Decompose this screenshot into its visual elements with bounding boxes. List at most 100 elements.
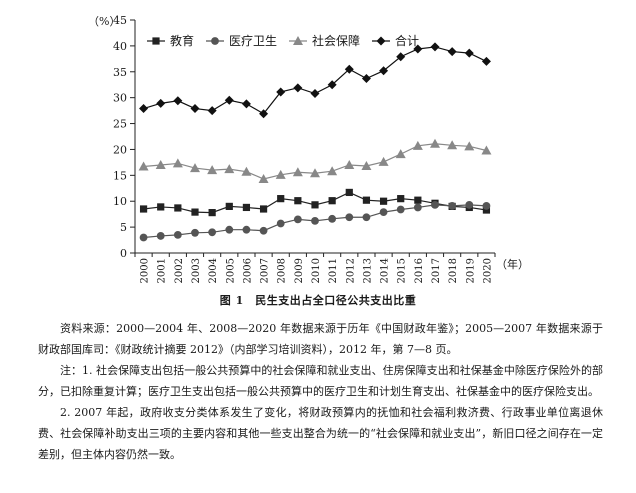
data-point bbox=[225, 202, 233, 210]
data-point bbox=[139, 205, 148, 213]
x-tick-label: 2014 bbox=[380, 258, 391, 283]
x-tick-label: 2003 bbox=[191, 258, 202, 283]
x-tick-label: 2001 bbox=[157, 258, 168, 283]
y-tick-label: 25 bbox=[113, 118, 127, 131]
legend-marker bbox=[293, 36, 303, 45]
data-point bbox=[224, 95, 234, 105]
data-point bbox=[431, 200, 439, 209]
data-point bbox=[208, 228, 217, 237]
x-tick-label: 2018 bbox=[448, 258, 459, 283]
data-point bbox=[413, 44, 423, 54]
data-point bbox=[241, 166, 252, 176]
x-tick-label: 2005 bbox=[225, 258, 236, 283]
legend: 教育 医疗卫生 社会保障 合计 bbox=[147, 33, 419, 48]
data-point bbox=[224, 164, 235, 174]
x-tick-label: 2006 bbox=[242, 258, 253, 283]
data-point bbox=[138, 161, 149, 171]
x-tick-label: 2002 bbox=[174, 258, 185, 283]
data-point bbox=[155, 159, 166, 169]
series-layer bbox=[138, 42, 492, 242]
data-point bbox=[464, 141, 475, 151]
y-tick-label: 20 bbox=[113, 143, 127, 156]
legend-label: 合计 bbox=[395, 33, 419, 48]
data-point bbox=[293, 83, 303, 93]
x-tick-label: 2000 bbox=[140, 258, 151, 283]
data-point bbox=[361, 74, 371, 84]
series-3 bbox=[138, 138, 492, 183]
y-tick-label: 45 bbox=[113, 14, 127, 27]
data-point bbox=[191, 228, 199, 237]
data-point bbox=[310, 89, 320, 99]
data-point bbox=[430, 42, 440, 52]
data-point bbox=[447, 140, 458, 150]
data-point bbox=[259, 205, 268, 213]
data-point bbox=[174, 204, 182, 212]
legend-label: 教育 bbox=[170, 33, 194, 48]
data-point bbox=[397, 195, 405, 203]
data-point bbox=[345, 213, 354, 222]
source-note: 资料来源：2000—2004 年、2008—2020 年数据来源于历年《中国财政… bbox=[38, 322, 603, 356]
data-point bbox=[310, 168, 320, 178]
y-tick-label: 5 bbox=[120, 221, 127, 234]
note-1: 注：1. 社会保障支出包括一般公共预算中的社会保障和就业支出、住房保障支出和社保… bbox=[38, 364, 603, 398]
data-point bbox=[292, 167, 303, 177]
y-tick-label: 15 bbox=[113, 169, 127, 182]
x-tick-label: 2011 bbox=[328, 258, 339, 283]
figure-notes: 资料来源：2000—2004 年、2008—2020 年数据来源于历年《中国财政… bbox=[38, 318, 603, 465]
data-point bbox=[311, 216, 319, 225]
data-point bbox=[414, 196, 422, 204]
data-point bbox=[379, 197, 388, 205]
data-point bbox=[328, 214, 337, 223]
data-point bbox=[293, 215, 302, 224]
data-point bbox=[482, 201, 491, 210]
data-point bbox=[328, 197, 336, 205]
data-point bbox=[276, 219, 285, 228]
data-point bbox=[156, 98, 166, 108]
legend-marker bbox=[376, 36, 386, 46]
data-point bbox=[241, 99, 251, 109]
note-2: 2. 2007 年起，政府收支分类体系发生了变化，将财政预算内的抚恤和社会福利救… bbox=[38, 406, 603, 461]
data-point bbox=[345, 188, 353, 197]
legend-label: 社会保障 bbox=[312, 33, 360, 48]
data-point bbox=[139, 233, 148, 242]
y-tick-label: 30 bbox=[113, 92, 127, 105]
series-4 bbox=[139, 42, 491, 119]
data-point bbox=[481, 56, 491, 66]
data-point bbox=[378, 156, 389, 166]
data-point bbox=[156, 232, 165, 240]
series-1 bbox=[139, 188, 491, 217]
data-point bbox=[395, 149, 406, 159]
data-point bbox=[344, 159, 355, 169]
y-tick-label: 0 bbox=[120, 247, 127, 260]
data-point bbox=[362, 213, 371, 222]
data-point bbox=[379, 208, 388, 216]
data-point bbox=[327, 80, 337, 90]
data-point bbox=[242, 203, 251, 212]
y-tick-label: 10 bbox=[113, 195, 127, 208]
y-axis-unit: （%） bbox=[88, 15, 120, 28]
data-point bbox=[275, 169, 286, 179]
data-point bbox=[327, 166, 338, 176]
x-tick-label: 2007 bbox=[260, 258, 271, 283]
data-point bbox=[447, 47, 457, 57]
legend-marker bbox=[211, 37, 219, 45]
data-point bbox=[242, 225, 251, 234]
legend-item: 社会保障 bbox=[289, 33, 360, 48]
y-tick-label: 35 bbox=[113, 66, 127, 79]
series-line bbox=[143, 46, 487, 115]
data-point bbox=[361, 161, 372, 171]
figure-caption: 图 1 民生支出占全口径公共支出比重 bbox=[219, 294, 417, 307]
data-point bbox=[259, 226, 268, 235]
data-point bbox=[481, 145, 492, 155]
x-tick-label: 2010 bbox=[311, 258, 322, 283]
legend-item: 教育 bbox=[147, 33, 194, 48]
data-point bbox=[379, 66, 389, 76]
x-tick-label: 2020 bbox=[482, 258, 493, 283]
x-tick-label: 2019 bbox=[465, 258, 476, 283]
y-axis: 0 5 10 15 20 25 30 35 40 45 bbox=[113, 14, 136, 260]
data-point bbox=[413, 203, 422, 212]
data-point bbox=[139, 104, 149, 114]
x-tick-label: 2009 bbox=[294, 258, 305, 283]
data-point bbox=[172, 158, 183, 168]
